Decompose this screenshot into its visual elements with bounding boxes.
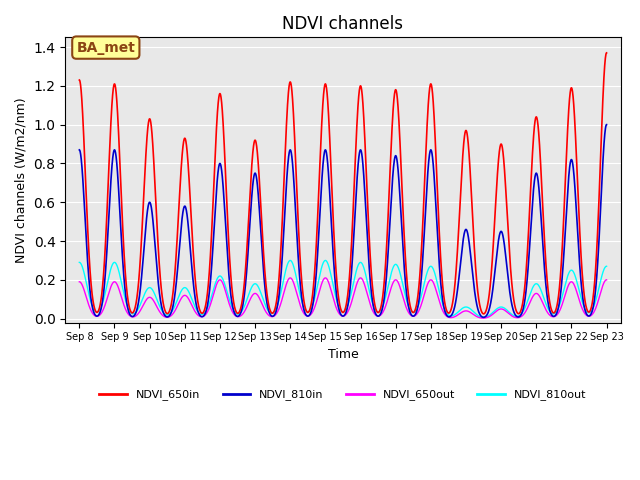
NDVI_650in xyxy=(480,311,488,317)
X-axis label: Time: Time xyxy=(328,348,358,361)
NDVI_810in xyxy=(323,156,331,161)
NDVI_810in xyxy=(603,122,611,128)
NDVI_810in xyxy=(383,273,390,278)
NDVI_810out xyxy=(323,260,331,265)
NDVI_810out xyxy=(94,309,102,315)
NDVI_810out xyxy=(397,274,404,279)
NDVI_810out xyxy=(287,258,294,264)
NDVI_650in xyxy=(76,77,83,83)
NDVI_650in xyxy=(323,92,331,97)
NDVI_810in xyxy=(278,259,286,265)
NDVI_650out xyxy=(323,276,331,282)
NDVI_810out xyxy=(278,285,286,290)
NDVI_650in xyxy=(383,245,390,251)
NDVI_810in xyxy=(94,313,102,319)
NDVI_650out xyxy=(76,279,83,285)
NDVI_810in xyxy=(477,313,485,319)
NDVI_650out xyxy=(397,287,404,293)
Y-axis label: NDVI channels (W/m2/nm): NDVI channels (W/m2/nm) xyxy=(15,97,28,263)
NDVI_810in xyxy=(76,147,83,153)
NDVI_650in xyxy=(603,50,611,56)
NDVI_650out xyxy=(477,315,485,321)
NDVI_650in xyxy=(278,226,286,231)
NDVI_650out xyxy=(383,300,390,306)
NDVI_810out xyxy=(477,314,485,320)
NDVI_650in xyxy=(477,308,485,314)
NDVI_650out xyxy=(603,277,611,283)
NDVI_810out xyxy=(76,260,83,265)
Line: NDVI_650in: NDVI_650in xyxy=(79,53,607,314)
NDVI_650in xyxy=(94,309,102,315)
Line: NDVI_810in: NDVI_810in xyxy=(79,125,607,317)
Title: NDVI channels: NDVI channels xyxy=(282,15,403,33)
Legend: NDVI_650in, NDVI_810in, NDVI_650out, NDVI_810out: NDVI_650in, NDVI_810in, NDVI_650out, NDV… xyxy=(95,385,591,405)
NDVI_810in xyxy=(479,314,487,320)
NDVI_810in xyxy=(397,208,404,214)
NDVI_810out xyxy=(383,290,390,296)
NDVI_650out xyxy=(278,297,286,303)
Line: NDVI_650out: NDVI_650out xyxy=(79,278,607,318)
NDVI_650out xyxy=(287,275,294,281)
NDVI_810out xyxy=(603,264,611,269)
Line: NDVI_810out: NDVI_810out xyxy=(79,261,607,317)
Text: BA_met: BA_met xyxy=(76,41,135,55)
NDVI_810out xyxy=(479,314,487,320)
NDVI_650out xyxy=(94,313,102,319)
NDVI_650in xyxy=(397,157,404,163)
NDVI_650out xyxy=(479,315,487,321)
